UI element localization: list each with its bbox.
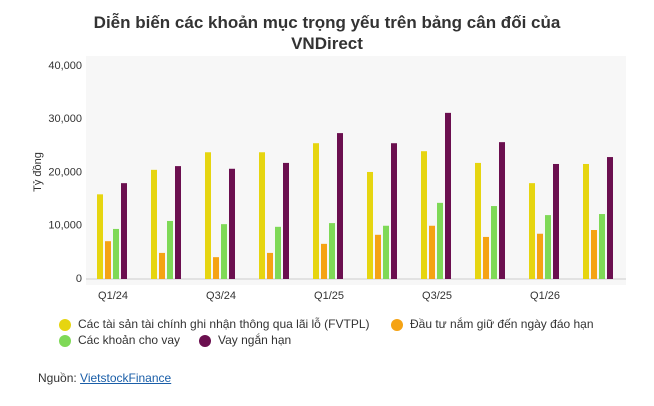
y-tick-label: 0 (76, 273, 82, 285)
source-link[interactable]: VietstockFinance (80, 371, 172, 385)
bar (421, 151, 427, 279)
bar (329, 223, 335, 279)
bar (113, 228, 119, 279)
legend-label: Các khoản cho vay (78, 333, 180, 347)
bar (267, 252, 273, 279)
legend-label: Vay ngắn hạn (218, 332, 291, 347)
y-tick-label: 30,000 (48, 113, 82, 125)
bar (437, 202, 443, 279)
bar (391, 143, 397, 279)
bar (367, 171, 373, 279)
bar (607, 157, 613, 279)
legend-marker (199, 335, 211, 347)
bar (151, 169, 157, 279)
bar (97, 194, 103, 279)
bar (499, 142, 505, 279)
bar (545, 215, 551, 279)
y-tick-label: 20,000 (48, 166, 82, 178)
bar (529, 183, 535, 279)
bar (583, 163, 589, 279)
y-tick-label: 10,000 (48, 220, 82, 232)
bar (337, 133, 343, 279)
bar (445, 112, 451, 279)
bar (321, 243, 327, 279)
legend-marker (391, 319, 403, 331)
bar (121, 183, 127, 279)
x-tick-label: Q1/24 (98, 290, 128, 302)
bar (429, 225, 435, 279)
bar (229, 168, 235, 279)
bar (205, 152, 211, 279)
x-tick-label: Q3/25 (422, 290, 452, 302)
y-axis-label: Tỷ đồng (32, 152, 44, 192)
bar (159, 252, 165, 279)
bar (259, 152, 265, 279)
bar (221, 224, 227, 279)
bar (599, 214, 605, 279)
source-label: Nguồn: (38, 371, 77, 385)
legend-label: Các tài sản tài chính ghi nhận thông qua… (78, 316, 370, 331)
bar (591, 230, 597, 279)
x-tick-label: Q1/26 (530, 290, 560, 302)
legend-marker (59, 335, 71, 347)
legend-label: Đầu tư nắm giữ đến ngày đáo hạn (410, 316, 594, 331)
bar (553, 163, 559, 279)
bar (213, 257, 219, 279)
bar (375, 234, 381, 279)
source: Nguồn: VietstockFinance (38, 371, 171, 385)
bar (537, 233, 543, 279)
bar (167, 220, 173, 279)
bar (283, 162, 289, 279)
bar (491, 206, 497, 279)
y-tick-label: 40,000 (48, 60, 82, 72)
bar (313, 143, 319, 279)
bar (383, 225, 389, 279)
bar (483, 236, 489, 279)
bar (175, 166, 181, 279)
x-tick-label: Q3/24 (206, 290, 236, 302)
bar (275, 226, 281, 279)
bar (475, 162, 481, 279)
legend-marker (59, 319, 71, 331)
bar (105, 241, 111, 279)
x-tick-label: Q1/25 (314, 290, 344, 302)
chart-title: Diễn biến các khoản mục trọng yếu trên b… (93, 13, 561, 53)
